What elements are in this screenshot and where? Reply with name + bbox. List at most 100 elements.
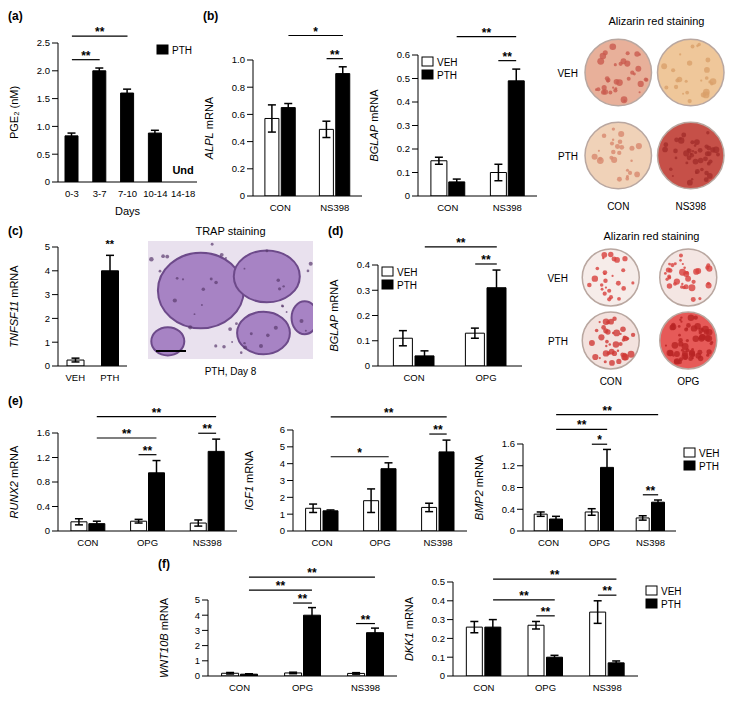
svg-text:0.4: 0.4 xyxy=(432,595,445,606)
svg-text:14-18: 14-18 xyxy=(171,188,195,199)
svg-text:0.2: 0.2 xyxy=(432,633,445,644)
svg-text:1.5: 1.5 xyxy=(37,93,50,104)
svg-text:0.8: 0.8 xyxy=(37,476,50,487)
svg-text:0.4: 0.4 xyxy=(397,96,410,107)
svg-text:4: 4 xyxy=(195,610,200,621)
svg-text:(c): (c) xyxy=(8,224,23,238)
svg-text:*: * xyxy=(313,25,318,39)
svg-text:0.8: 0.8 xyxy=(232,82,245,93)
svg-text:NS398: NS398 xyxy=(320,202,349,213)
svg-text:3: 3 xyxy=(195,625,200,636)
svg-text:0: 0 xyxy=(405,190,410,201)
svg-text:0.6: 0.6 xyxy=(397,49,410,60)
svg-text:PTH: PTH xyxy=(661,599,681,610)
svg-text:OPG: OPG xyxy=(677,376,699,387)
svg-text:VEH: VEH xyxy=(699,448,720,459)
svg-text:**: ** xyxy=(456,236,466,250)
svg-text:0.3: 0.3 xyxy=(357,285,370,296)
svg-text:Alizarin red staining: Alizarin red staining xyxy=(604,230,700,242)
svg-text:VEH: VEH xyxy=(65,372,85,383)
svg-text:0: 0 xyxy=(280,525,285,536)
svg-text:OPG: OPG xyxy=(292,682,313,693)
svg-text:**: ** xyxy=(122,427,132,441)
svg-text:0.4: 0.4 xyxy=(357,259,370,270)
svg-text:NS398: NS398 xyxy=(593,682,622,693)
svg-text:0.4: 0.4 xyxy=(37,501,50,512)
svg-text:4: 4 xyxy=(45,265,50,276)
svg-text:PTH: PTH xyxy=(558,151,578,162)
svg-text:BMP2 mRNA: BMP2 mRNA xyxy=(473,454,485,520)
svg-text:CON: CON xyxy=(270,202,291,213)
svg-text:2.0: 2.0 xyxy=(37,65,50,76)
svg-text:PGE₂ (nM): PGE₂ (nM) xyxy=(8,86,20,139)
svg-text:**: ** xyxy=(602,404,612,418)
svg-text:**: ** xyxy=(481,253,491,267)
svg-text:**: ** xyxy=(577,418,587,432)
svg-text:VEH: VEH xyxy=(397,267,418,278)
svg-text:BGLAP mRNA: BGLAP mRNA xyxy=(368,89,380,162)
svg-text:(d): (d) xyxy=(328,224,343,238)
svg-text:BGLAP mRNA: BGLAP mRNA xyxy=(328,279,340,352)
svg-text:CON: CON xyxy=(229,682,250,693)
svg-text:0.5: 0.5 xyxy=(397,73,410,84)
svg-text:**: ** xyxy=(482,26,492,40)
svg-text:**: ** xyxy=(105,238,114,250)
svg-text:Days: Days xyxy=(115,205,141,217)
svg-text:**: ** xyxy=(384,406,394,420)
svg-text:0.2: 0.2 xyxy=(232,163,245,174)
svg-text:**: ** xyxy=(541,605,551,619)
svg-text:0.4: 0.4 xyxy=(232,136,245,147)
svg-text:0.8: 0.8 xyxy=(502,482,515,493)
svg-text:**: ** xyxy=(646,484,656,498)
svg-text:0: 0 xyxy=(240,190,245,201)
svg-text:1.0: 1.0 xyxy=(232,54,245,65)
svg-text:7-10: 7-10 xyxy=(118,188,137,199)
svg-text:0.3: 0.3 xyxy=(397,120,410,131)
svg-text:NS398: NS398 xyxy=(493,202,522,213)
svg-text:CON: CON xyxy=(473,682,494,693)
svg-text:VEH: VEH xyxy=(557,68,578,79)
svg-text:0.4: 0.4 xyxy=(502,504,515,515)
svg-text:4: 4 xyxy=(280,458,285,469)
svg-text:1: 1 xyxy=(280,509,285,520)
svg-text:CON: CON xyxy=(437,202,458,213)
svg-text:**: ** xyxy=(276,579,286,593)
svg-text:2.5: 2.5 xyxy=(37,37,50,48)
svg-text:Und: Und xyxy=(172,164,193,176)
svg-text:1.2: 1.2 xyxy=(502,460,515,471)
svg-text:0: 0 xyxy=(365,360,370,371)
svg-text:CON: CON xyxy=(600,376,622,387)
svg-text:**: ** xyxy=(602,584,612,598)
svg-text:0.1: 0.1 xyxy=(357,335,370,346)
svg-text:2: 2 xyxy=(195,640,200,651)
svg-text:CON: CON xyxy=(311,537,332,548)
svg-text:**: ** xyxy=(81,49,91,63)
svg-text:1.2: 1.2 xyxy=(37,452,50,463)
svg-text:IGF1 mRNA: IGF1 mRNA xyxy=(243,450,255,511)
svg-text:CON: CON xyxy=(538,537,559,548)
svg-text:PTH: PTH xyxy=(437,70,457,81)
svg-text:DKK1 mRNA: DKK1 mRNA xyxy=(403,596,415,661)
svg-text:NS398: NS398 xyxy=(351,682,380,693)
svg-text:3: 3 xyxy=(280,475,285,486)
svg-text:**: ** xyxy=(143,444,153,458)
svg-text:3: 3 xyxy=(45,289,50,300)
svg-text:PTH, Day 8: PTH, Day 8 xyxy=(205,366,257,377)
svg-text:NS398: NS398 xyxy=(423,537,452,548)
svg-text:0: 0 xyxy=(45,525,50,536)
svg-text:**: ** xyxy=(307,566,317,580)
svg-text:TNFSF11 mRNA: TNFSF11 mRNA xyxy=(8,265,20,348)
svg-text:1: 1 xyxy=(45,337,50,348)
svg-text:CON: CON xyxy=(403,372,424,383)
svg-text:RUNX2 mRNA: RUNX2 mRNA xyxy=(8,445,20,518)
svg-text:1.6: 1.6 xyxy=(502,438,515,449)
svg-text:5: 5 xyxy=(45,241,50,252)
svg-text:VEH: VEH xyxy=(437,57,458,68)
svg-text:(b): (b) xyxy=(203,9,218,23)
svg-text:10-14: 10-14 xyxy=(143,188,167,199)
svg-text:OPG: OPG xyxy=(589,537,610,548)
svg-text:5: 5 xyxy=(195,594,200,605)
svg-text:0.5: 0.5 xyxy=(432,576,445,587)
svg-text:*: * xyxy=(357,446,362,460)
svg-text:**: ** xyxy=(503,50,513,64)
